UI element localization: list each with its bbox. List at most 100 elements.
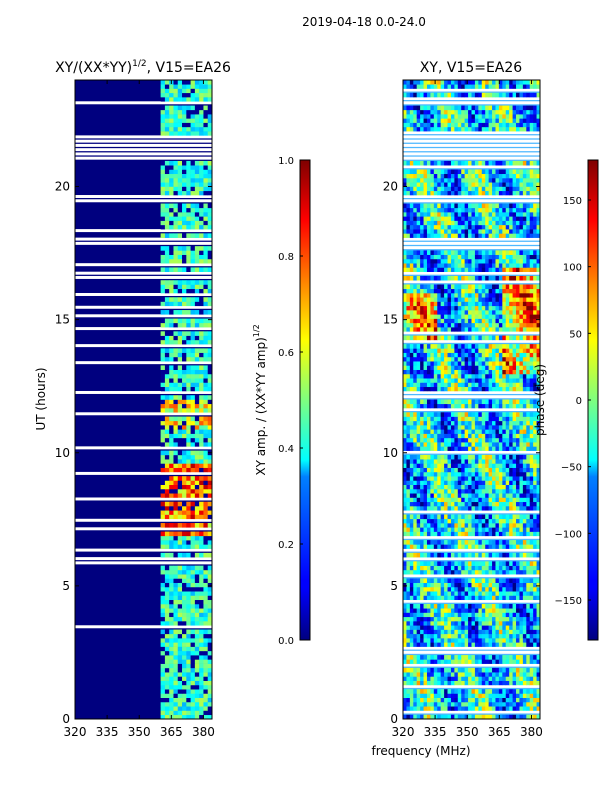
heatmap-cell — [516, 488, 520, 494]
heatmap-cell — [522, 561, 527, 566]
heatmap-cell — [533, 263, 537, 268]
heatmap-cell — [522, 612, 527, 618]
heatmap-cell — [533, 382, 537, 388]
heatmap-cell — [169, 258, 174, 264]
heatmap-cell — [190, 182, 196, 187]
heatmap-cell — [413, 531, 417, 537]
heatmap-cell — [444, 437, 448, 443]
heatmap-cell — [454, 638, 459, 643]
heatmap-cell — [406, 446, 411, 451]
heatmap-cell — [190, 220, 196, 226]
heatmap-cell — [474, 582, 479, 588]
heatmap-cell — [420, 514, 424, 520]
heatmap-cell — [492, 459, 496, 464]
heatmap-cell — [450, 446, 455, 451]
heatmap-cell — [533, 701, 537, 707]
heatmap-cell — [190, 676, 196, 681]
heatmap-cell — [437, 378, 441, 383]
heatmap-cell — [461, 301, 465, 307]
heatmap-cell — [519, 659, 524, 664]
heatmap-cell — [160, 523, 166, 528]
heatmap-cell — [164, 582, 170, 588]
heatmap-cell — [164, 348, 170, 353]
heatmap-cell — [440, 476, 445, 481]
heatmap-cell — [488, 565, 493, 571]
heatmap-cell — [529, 301, 534, 307]
heatmap-cell — [485, 578, 489, 583]
heatmap-cell — [409, 680, 414, 686]
heatmap-cell — [478, 552, 483, 558]
heatmap-cell — [423, 693, 428, 698]
heatmap-cell — [160, 386, 166, 392]
heatmap-cell — [474, 578, 479, 583]
heatmap-cell — [182, 284, 187, 290]
heatmap-cell — [416, 544, 421, 549]
heatmap-cell — [177, 373, 183, 379]
heatmap-cell — [426, 275, 431, 281]
heatmap-cell — [533, 429, 537, 434]
heatmap-cell — [160, 177, 166, 183]
heatmap-cell — [485, 608, 489, 613]
heatmap-cell — [522, 471, 527, 477]
heatmap-cell — [409, 582, 414, 588]
heatmap-cell — [403, 672, 407, 677]
heatmap-cell — [177, 693, 183, 698]
heatmap-cell — [190, 399, 196, 405]
heatmap-cell — [457, 667, 462, 673]
heatmap-cell — [464, 369, 469, 375]
heatmap-cell — [450, 403, 455, 409]
heatmap-cell — [194, 382, 200, 388]
heatmap-cell — [488, 467, 493, 473]
heatmap-cell — [526, 616, 531, 622]
heatmap-cell — [164, 603, 170, 609]
heatmap-cell — [457, 608, 462, 613]
heatmap-cell — [160, 118, 166, 123]
heatmap-cell — [471, 310, 476, 315]
flag-row — [403, 535, 540, 539]
heatmap-cell — [447, 689, 452, 694]
heatmap-cell — [454, 697, 459, 703]
heatmap-cell — [426, 356, 431, 362]
heatmap-cell — [536, 655, 540, 660]
heatmap-cell — [464, 361, 469, 366]
heatmap-cell — [430, 544, 435, 549]
heatmap-cell — [406, 420, 411, 426]
heatmap-cell — [526, 642, 531, 647]
heatmap-cell — [474, 275, 479, 281]
heatmap-cell — [199, 233, 204, 238]
heatmap-cell — [182, 484, 187, 490]
heatmap-cell — [207, 574, 212, 579]
heatmap-cell — [450, 667, 455, 673]
heatmap-cell — [498, 655, 503, 660]
heatmap-cell — [498, 284, 503, 290]
heatmap-cell — [182, 301, 187, 307]
heatmap-cell — [454, 667, 459, 673]
heatmap-cell — [450, 365, 455, 370]
heatmap-cell — [478, 382, 483, 388]
heatmap-cell — [485, 356, 489, 362]
heatmap-cell — [444, 403, 448, 409]
heatmap-cell — [199, 288, 204, 294]
heatmap-cell — [447, 714, 452, 719]
heatmap-cell — [160, 701, 166, 707]
heatmap-cell — [403, 480, 407, 485]
heatmap-cell — [409, 493, 414, 498]
heatmap-cell — [433, 446, 438, 451]
heatmap-cell — [194, 535, 200, 541]
heatmap-cell — [495, 697, 500, 703]
heatmap-cell — [488, 552, 493, 558]
heatmap-cell — [430, 378, 435, 383]
heatmap-cell — [478, 403, 483, 409]
heatmap-cell — [447, 629, 452, 635]
heatmap-cell — [454, 288, 459, 294]
heatmap-cell — [207, 642, 212, 647]
heatmap-cell — [207, 408, 212, 413]
heatmap-cell — [433, 527, 438, 532]
heatmap-cell — [420, 552, 424, 558]
heatmap-cell — [444, 569, 448, 575]
heatmap-cell — [481, 701, 486, 707]
heatmap-cell — [413, 327, 417, 332]
heatmap-cell — [207, 373, 212, 379]
heatmap-cell — [433, 310, 438, 315]
heatmap-cell — [164, 408, 170, 413]
